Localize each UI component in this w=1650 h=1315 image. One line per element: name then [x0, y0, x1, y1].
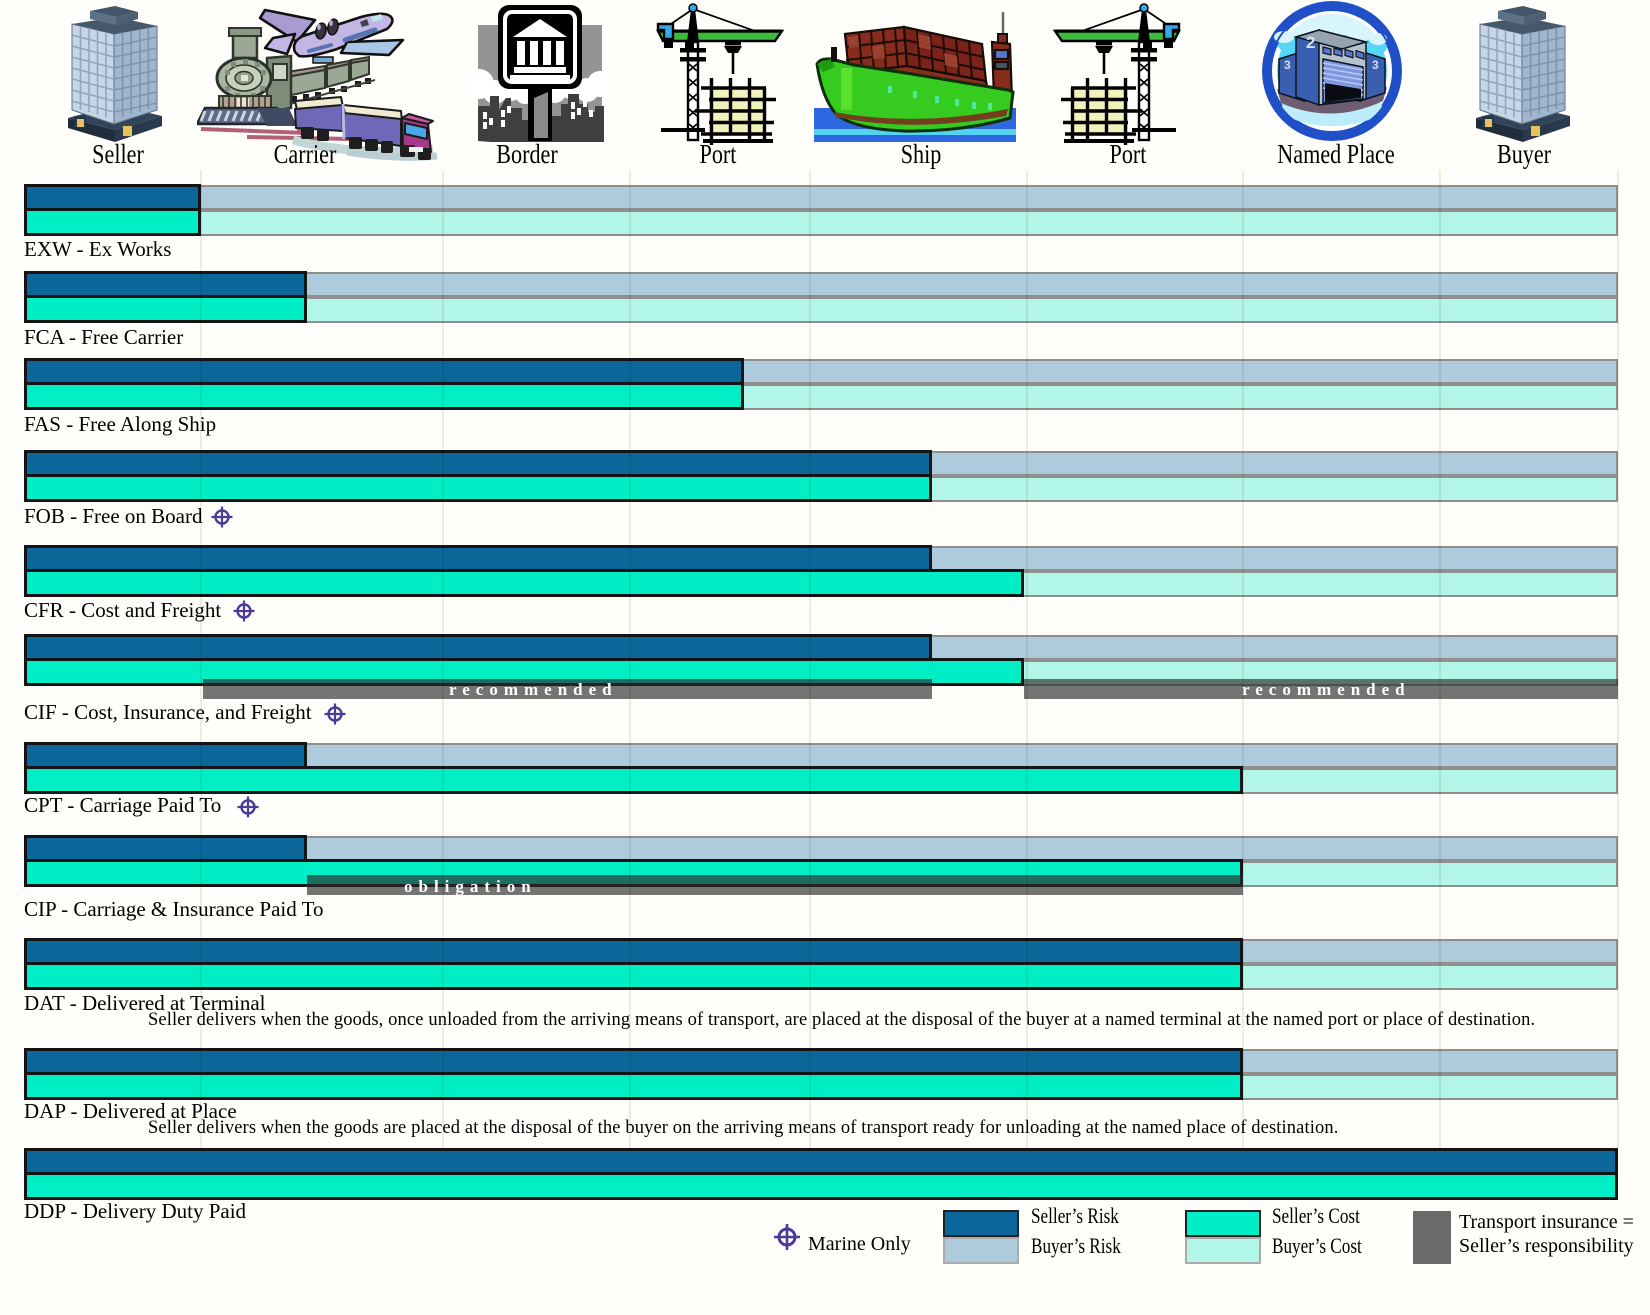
svg-text:3: 3: [1284, 58, 1291, 72]
svg-text:2: 2: [1306, 33, 1315, 52]
svg-text:3: 3: [1372, 58, 1379, 72]
